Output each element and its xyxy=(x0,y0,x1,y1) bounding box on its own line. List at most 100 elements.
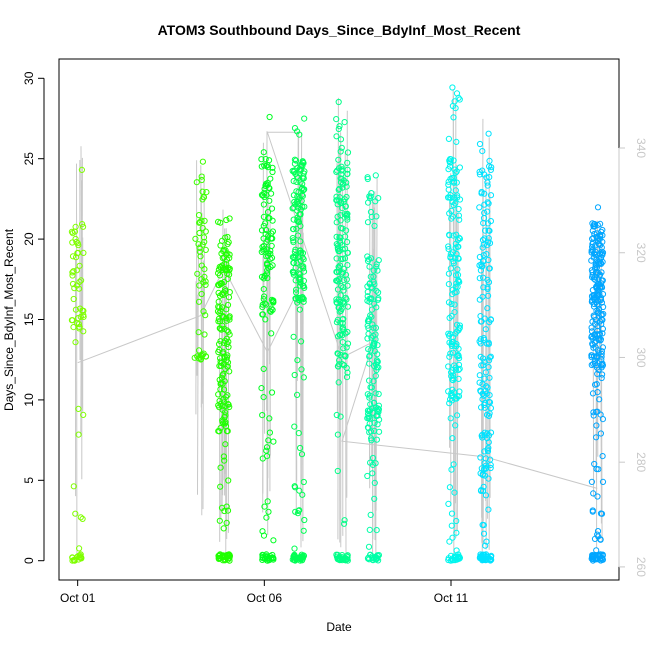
data-point xyxy=(595,466,602,473)
data-point xyxy=(597,233,604,240)
x-tick-label: Oct 06 xyxy=(247,591,283,605)
data-point xyxy=(598,321,605,328)
data-point xyxy=(481,358,488,365)
data-point xyxy=(448,510,456,517)
data-point xyxy=(343,344,350,351)
data-point xyxy=(481,466,488,473)
data-point xyxy=(71,556,78,563)
data-point xyxy=(339,166,346,173)
data-point xyxy=(263,444,271,451)
data-point xyxy=(344,214,351,221)
data-point xyxy=(196,219,204,226)
data-point xyxy=(69,280,77,288)
data-point xyxy=(446,538,453,545)
data-point xyxy=(588,478,596,485)
data-point xyxy=(291,125,299,132)
data-point xyxy=(195,329,202,336)
data-point xyxy=(335,125,342,133)
data-point xyxy=(372,198,379,205)
data-point xyxy=(597,536,604,543)
data-point xyxy=(258,156,265,163)
data-point xyxy=(590,490,597,497)
data-point xyxy=(77,514,84,521)
data-point xyxy=(264,261,271,268)
data-point xyxy=(477,353,484,360)
data-point xyxy=(72,235,79,243)
data-point xyxy=(300,374,307,381)
data-point xyxy=(476,296,483,303)
data-point xyxy=(479,236,487,244)
data-point xyxy=(194,270,201,277)
data-point xyxy=(293,289,300,296)
data-point xyxy=(334,300,341,307)
data-point xyxy=(198,176,205,184)
data-point xyxy=(453,231,460,238)
data-point xyxy=(594,331,601,338)
data-point xyxy=(259,412,266,419)
data-point xyxy=(449,338,456,345)
data-point xyxy=(196,229,203,237)
data-point xyxy=(221,339,228,346)
data-point xyxy=(333,168,340,175)
data-point xyxy=(588,361,595,369)
data-point xyxy=(364,335,371,342)
data-point xyxy=(480,220,487,227)
data-point xyxy=(453,517,460,525)
data-point xyxy=(267,256,274,263)
data-point xyxy=(291,167,298,174)
data-point xyxy=(339,299,346,306)
data-point xyxy=(223,327,231,334)
data-point xyxy=(291,483,298,490)
data-point xyxy=(365,256,372,263)
data-point xyxy=(220,396,227,403)
data-point xyxy=(453,90,461,97)
data-point xyxy=(264,498,271,505)
data-point xyxy=(76,545,83,552)
data-point xyxy=(367,295,374,302)
data-point xyxy=(593,422,600,429)
data-point xyxy=(339,205,346,212)
data-point xyxy=(450,375,457,382)
data-point xyxy=(344,303,351,310)
data-point xyxy=(291,545,298,552)
data-point xyxy=(456,164,463,171)
data-point xyxy=(221,507,228,515)
data-point xyxy=(340,265,348,272)
data-point xyxy=(449,286,456,293)
data-point xyxy=(295,196,302,203)
cluster-spike-line xyxy=(371,277,374,540)
data-point xyxy=(452,422,459,429)
data-point xyxy=(299,250,306,257)
data-point xyxy=(375,295,382,302)
data-point xyxy=(200,194,208,201)
data-point xyxy=(364,174,371,181)
y-tick-label: 20 xyxy=(22,232,36,246)
data-point xyxy=(217,338,224,345)
data-point xyxy=(478,554,485,561)
data-point xyxy=(368,334,375,341)
data-point xyxy=(369,470,376,477)
data-point xyxy=(266,307,274,314)
data-point xyxy=(598,311,605,318)
data-point xyxy=(344,210,351,217)
data-point xyxy=(482,227,489,234)
data-point xyxy=(590,223,597,230)
data-point xyxy=(597,430,605,437)
data-point xyxy=(297,276,304,283)
data-point xyxy=(333,193,340,200)
data-point xyxy=(266,197,273,204)
data-point xyxy=(481,401,488,408)
data-point xyxy=(373,213,380,220)
data-point xyxy=(291,371,298,379)
data-point xyxy=(484,208,491,215)
data-point xyxy=(372,460,379,467)
data-point xyxy=(299,158,306,165)
data-point xyxy=(290,226,297,233)
data-point xyxy=(485,439,492,446)
data-point xyxy=(70,268,77,275)
data-point xyxy=(222,402,229,409)
data-point xyxy=(198,173,205,180)
data-point xyxy=(373,287,380,294)
data-point xyxy=(222,266,230,273)
